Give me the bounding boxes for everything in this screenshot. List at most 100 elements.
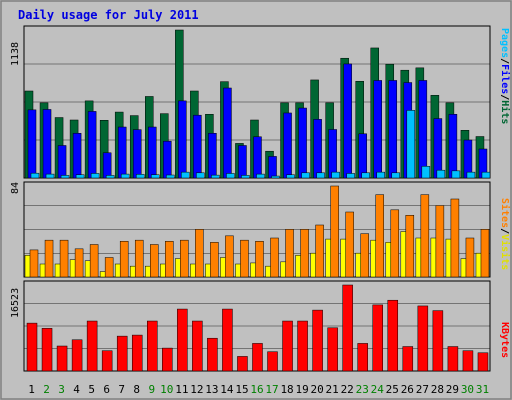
bar-kbytes-day-18 (282, 320, 293, 372)
bar-sites-day-15 (240, 239, 249, 278)
bar-pages-day-8 (135, 174, 145, 179)
bar-sites-day-12 (195, 229, 204, 278)
bar-kbytes-day-3 (56, 345, 68, 372)
bar-kbytes-day-4 (71, 339, 83, 372)
bar-sites-day-8 (134, 239, 144, 278)
bar-files-day-5 (87, 111, 97, 179)
bar-files-day-15 (238, 145, 247, 179)
bar-pages-day-17 (271, 175, 280, 179)
legend-sites: Sites (499, 198, 510, 229)
bar-sites-day-16 (255, 241, 264, 278)
x-tick-day-20: 20 (310, 383, 324, 396)
bar-pages-day-12 (196, 172, 205, 179)
x-tick-day-23: 23 (355, 383, 369, 396)
bar-files-day-25 (388, 80, 398, 179)
bar-sites-day-27 (420, 194, 430, 278)
bar-kbytes-day-6 (101, 350, 113, 372)
bar-sites-day-10 (165, 241, 174, 278)
bar-pages-day-22 (346, 173, 355, 179)
bar-sites-day-3 (59, 239, 69, 278)
bar-sites-day-9 (150, 244, 159, 278)
bar-pages-day-26 (406, 110, 416, 179)
bar-pages-day-4 (75, 174, 85, 179)
bar-pages-day-14 (226, 173, 235, 179)
bar-kbytes-day-10 (162, 347, 173, 372)
chart-panels (23, 25, 491, 372)
bar-pages-day-24 (376, 171, 385, 179)
bar-kbytes-day-22 (342, 284, 353, 372)
bar-kbytes-day-25 (387, 299, 399, 372)
x-tick-day-21: 21 (325, 383, 339, 396)
bar-kbytes-day-19 (297, 320, 308, 372)
bar-sites-day-4 (74, 248, 84, 278)
bar-pages-day-2 (45, 173, 55, 179)
bar-kbytes-day-27 (417, 305, 429, 372)
x-tick-day-26: 26 (400, 383, 414, 396)
legend-visits: Visits (499, 234, 510, 271)
bar-sites-day-31 (480, 229, 490, 278)
legend-kbytes-label: KBytes (499, 322, 510, 359)
bar-kbytes-day-26 (402, 346, 414, 372)
bar-sites-day-11 (180, 239, 189, 278)
bar-kbytes-day-23 (357, 343, 368, 372)
y-max-visits: 84 (10, 181, 21, 194)
x-tick-day-4: 4 (73, 383, 80, 396)
x-tick-day-28: 28 (430, 383, 444, 396)
bar-pages-day-27 (421, 166, 431, 179)
bar-kbytes-day-28 (432, 310, 444, 372)
bar-kbytes-day-21 (327, 327, 338, 372)
bar-kbytes-day-17 (267, 351, 278, 372)
bar-sites-day-29 (450, 198, 460, 278)
x-tick-day-7: 7 (118, 383, 126, 396)
bar-pages-day-29 (451, 170, 461, 179)
bar-kbytes-day-1 (26, 322, 38, 372)
bar-files-day-9 (148, 126, 157, 179)
x-tick-day-27: 27 (415, 383, 429, 396)
bar-kbytes-day-16 (252, 343, 263, 372)
bar-files-day-11 (178, 100, 187, 179)
legend-files: Files (499, 64, 510, 95)
bar-kbytes-day-2 (41, 328, 53, 372)
bar-sites-day-7 (119, 241, 129, 278)
bar-kbytes-day-5 (86, 320, 98, 372)
bar-files-day-21 (328, 129, 337, 179)
bar-kbytes-day-12 (192, 320, 203, 372)
x-tick-day-3: 3 (58, 383, 65, 396)
x-tick-day-24: 24 (370, 383, 384, 396)
x-tick-day-10: 10 (160, 383, 174, 396)
x-tick-day-6: 6 (103, 383, 110, 396)
bar-files-day-22 (343, 63, 352, 179)
x-tick-day-30: 30 (460, 383, 475, 396)
bar-files-day-10 (163, 140, 172, 179)
bar-kbytes-day-13 (207, 337, 218, 372)
x-tick-day-9: 9 (148, 383, 156, 396)
bar-kbytes-day-14 (222, 308, 233, 372)
bar-sites-day-26 (405, 215, 415, 278)
x-tick-day-12: 12 (190, 383, 204, 396)
bar-pages-day-30 (466, 171, 476, 179)
bar-files-day-7 (117, 126, 127, 179)
bar-sites-day-5 (89, 244, 99, 278)
bar-sites-day-20 (315, 224, 324, 278)
y-max-kbytes: 16523 (10, 287, 21, 318)
bar-files-day-12 (193, 114, 202, 179)
bar-files-day-14 (223, 87, 232, 179)
bar-pages-day-20 (316, 172, 325, 179)
bar-pages-day-1 (30, 172, 40, 179)
bar-files-day-1 (27, 109, 37, 179)
bar-pages-day-7 (120, 173, 130, 179)
bar-files-day-16 (253, 136, 262, 179)
bar-pages-day-19 (301, 172, 310, 179)
bar-kbytes-day-7 (116, 335, 128, 372)
x-tick-day-5: 5 (88, 383, 95, 396)
bar-sites-day-19 (300, 229, 309, 278)
bar-pages-day-25 (391, 172, 401, 179)
bar-kbytes-day-24 (372, 304, 383, 372)
bar-pages-day-13 (211, 174, 220, 179)
chart-title: Daily usage for July 2011 (18, 8, 199, 22)
legend-visits-sites: Sites/Visits (499, 198, 510, 271)
bar-sites-day-25 (390, 209, 400, 278)
legend-kbytes: KBytes (499, 322, 510, 358)
bar-kbytes-day-15 (237, 356, 248, 372)
